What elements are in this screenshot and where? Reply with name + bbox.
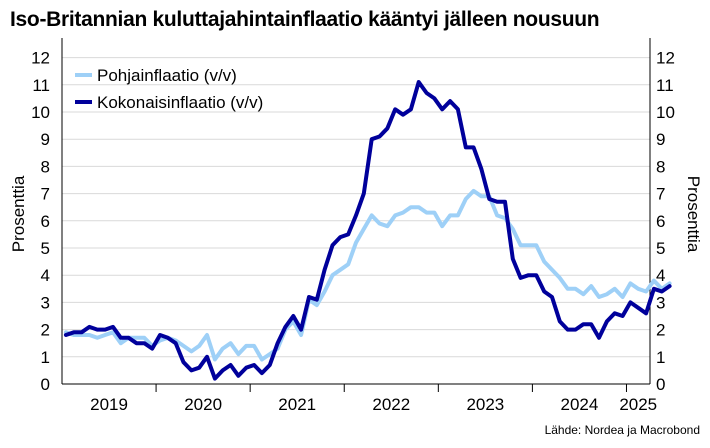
y-tick-label-left: 7	[41, 185, 50, 204]
y-tick-label-right: 8	[656, 157, 665, 176]
y-tick-label-right: 7	[656, 185, 665, 204]
series-layer	[63, 80, 672, 381]
y-tick-label-left: 10	[31, 103, 50, 122]
legend: Pohjainflaatio (v/v) Kokonaisinflaatio (v…	[75, 66, 263, 112]
y-tick-label-right: 9	[656, 130, 665, 149]
x-tick-label: 2020	[184, 395, 222, 414]
source-note: Lähde: Nordea ja Macrobond	[545, 423, 700, 437]
series-line-2	[63, 80, 672, 381]
y-tick-label-left: 5	[41, 239, 50, 258]
y-tick-label-right: 5	[656, 239, 665, 258]
y-axis-label-left: Prosenttia	[9, 175, 28, 252]
x-tick-label: 2021	[278, 395, 316, 414]
y-tick-label-left: 9	[41, 130, 50, 149]
y-tick-label-left: 0	[41, 375, 50, 394]
y-tick-label-left: 1	[41, 348, 50, 367]
x-tick-label: 2019	[90, 395, 128, 414]
y-tick-label-left: 11	[32, 76, 50, 95]
y-tick-label-left: 6	[41, 212, 50, 231]
y-tick-label-left: 3	[41, 293, 50, 312]
y-tick-label-right: 10	[656, 103, 675, 122]
y-tick-label-right: 12	[656, 49, 675, 68]
y-tick-label-right: 1	[656, 348, 665, 367]
y-axis-label-right: Prosenttia	[684, 176, 703, 253]
x-tick-label: 2025	[619, 395, 657, 414]
x-tick-label: 2022	[372, 395, 410, 414]
chart-title: Iso-Britannian kuluttajahintainflaatio k…	[10, 8, 600, 31]
y-tick-label-left: 8	[41, 157, 50, 176]
y-tick-label-left: 12	[31, 49, 50, 68]
legend-label-2: Kokonaisinflaatio (v/v)	[97, 93, 263, 112]
y-tick-label-left: 4	[41, 266, 50, 285]
y-tick-label-right: 11	[656, 76, 674, 95]
y-tick-label-left: 2	[41, 321, 50, 340]
x-tick-label: 2023	[466, 395, 504, 414]
y-tick-label-right: 3	[656, 293, 665, 312]
x-tick-label: 2024	[561, 395, 599, 414]
y-tick-label-right: 2	[656, 321, 665, 340]
y-tick-label-right: 4	[656, 266, 665, 285]
y-tick-label-right: 0	[656, 375, 665, 394]
y-tick-label-right: 6	[656, 212, 665, 231]
legend-label-1: Pohjainflaatio (v/v)	[97, 66, 237, 85]
